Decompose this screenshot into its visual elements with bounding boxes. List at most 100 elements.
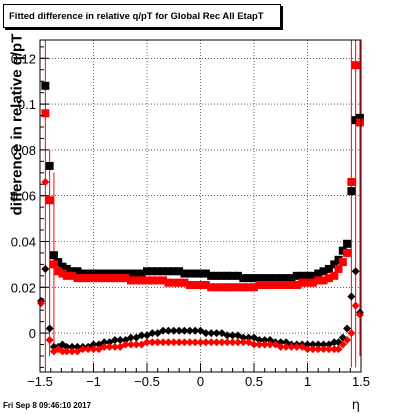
data-point bbox=[49, 251, 58, 260]
data-point bbox=[266, 280, 275, 289]
data-point bbox=[351, 116, 360, 125]
data-point bbox=[89, 269, 98, 278]
y-tick-label: 0.06 bbox=[11, 189, 36, 204]
data-point bbox=[175, 326, 184, 335]
data-point bbox=[298, 278, 307, 287]
data-point bbox=[58, 262, 67, 271]
data-point bbox=[191, 269, 200, 278]
data-point bbox=[191, 280, 200, 289]
data-point bbox=[217, 271, 226, 280]
x-tick-label: 1 bbox=[304, 374, 311, 389]
data-point bbox=[159, 276, 168, 285]
data-point bbox=[148, 338, 157, 347]
data-point bbox=[54, 258, 63, 267]
data-point bbox=[110, 342, 119, 351]
data-point bbox=[217, 283, 226, 292]
data-point bbox=[351, 267, 360, 276]
data-point bbox=[185, 326, 194, 335]
data-point bbox=[212, 338, 221, 347]
data-point bbox=[68, 342, 77, 351]
data-point bbox=[347, 329, 356, 338]
data-point bbox=[343, 335, 352, 344]
data-point bbox=[276, 274, 285, 283]
data-point bbox=[292, 280, 301, 289]
data-point bbox=[100, 274, 109, 283]
data-point bbox=[191, 338, 200, 347]
data-point bbox=[334, 264, 343, 273]
data-point bbox=[347, 187, 356, 196]
data-point bbox=[239, 274, 248, 283]
data-point bbox=[201, 280, 210, 289]
data-points bbox=[37, 61, 364, 356]
data-point bbox=[126, 340, 135, 349]
data-point bbox=[351, 61, 360, 70]
data-point bbox=[191, 326, 200, 335]
data-point bbox=[223, 331, 232, 340]
data-point bbox=[62, 342, 71, 351]
x-tick-label: 1.5 bbox=[352, 374, 370, 389]
data-point bbox=[58, 269, 67, 278]
data-point bbox=[89, 274, 98, 283]
data-point bbox=[343, 248, 352, 257]
data-point bbox=[143, 267, 151, 276]
data-point bbox=[207, 271, 216, 280]
x-tick-label: 0.5 bbox=[245, 374, 263, 389]
data-point bbox=[338, 340, 347, 349]
x-tick-label: −0.5 bbox=[134, 374, 160, 389]
data-point bbox=[282, 274, 291, 283]
data-point bbox=[143, 276, 151, 285]
data-point bbox=[180, 338, 189, 347]
data-point bbox=[347, 177, 356, 186]
data-point bbox=[244, 274, 253, 283]
y-tick-label: 0.12 bbox=[11, 51, 36, 66]
data-point bbox=[308, 345, 317, 354]
data-point bbox=[78, 345, 87, 354]
data-point bbox=[223, 338, 232, 347]
data-point bbox=[180, 278, 189, 287]
data-point bbox=[126, 333, 135, 342]
data-point bbox=[105, 274, 114, 283]
data-point bbox=[319, 267, 328, 276]
data-point bbox=[334, 345, 343, 354]
data-point bbox=[233, 283, 242, 292]
data-point bbox=[58, 347, 67, 356]
data-point bbox=[338, 258, 347, 267]
data-point bbox=[324, 264, 333, 273]
data-point bbox=[287, 274, 296, 283]
data-point bbox=[84, 274, 93, 283]
data-point bbox=[255, 274, 264, 283]
data-point bbox=[185, 280, 194, 289]
data-point bbox=[68, 267, 77, 276]
data-point bbox=[73, 274, 82, 283]
data-point bbox=[330, 338, 339, 347]
data-point bbox=[239, 333, 248, 342]
data-point bbox=[121, 274, 130, 283]
data-point bbox=[116, 274, 125, 283]
data-point bbox=[41, 81, 50, 90]
data-point bbox=[164, 278, 173, 287]
data-point bbox=[250, 274, 258, 283]
data-point bbox=[303, 345, 312, 354]
data-point bbox=[164, 338, 173, 347]
data-point bbox=[132, 340, 141, 349]
y-tick-label: 0 bbox=[29, 326, 36, 341]
y-tick-label: 0.04 bbox=[11, 234, 36, 249]
data-point bbox=[207, 338, 216, 347]
data-point bbox=[62, 264, 71, 273]
data-point bbox=[175, 278, 184, 287]
data-point bbox=[266, 274, 275, 283]
data-point bbox=[132, 269, 141, 278]
data-point bbox=[116, 335, 125, 344]
data-point bbox=[84, 269, 93, 278]
data-point bbox=[148, 329, 157, 338]
data-point bbox=[169, 278, 178, 287]
data-point bbox=[351, 301, 360, 310]
data-point bbox=[355, 113, 364, 122]
x-axis-title: η bbox=[351, 398, 360, 413]
data-point bbox=[201, 269, 210, 278]
data-point bbox=[45, 196, 54, 205]
data-point bbox=[228, 271, 237, 280]
x-tick-label: −1.5 bbox=[27, 374, 53, 389]
data-point bbox=[126, 276, 135, 285]
data-point bbox=[233, 338, 242, 347]
